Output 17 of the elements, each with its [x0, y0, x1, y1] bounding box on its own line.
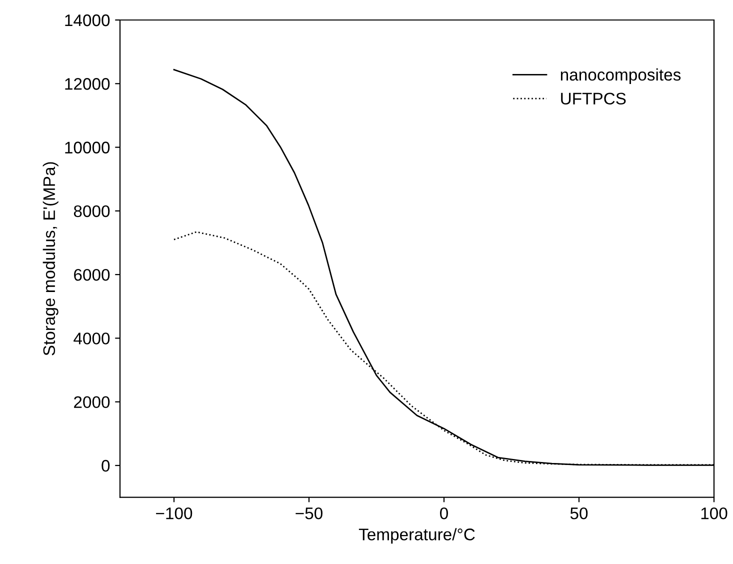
x-tick-label: 100	[701, 507, 728, 520]
y-tick-label: 4000	[74, 332, 110, 344]
y-axis-title: Storage modulus, E'(MPa)	[42, 162, 58, 356]
y-tick-label: 0	[102, 460, 110, 472]
x-tick-label: 0	[440, 507, 448, 520]
x-tick-label: −100	[156, 507, 192, 520]
x-axis-title: Temperature/°C	[358, 528, 475, 544]
legend-label: UFTPCS	[561, 92, 626, 105]
y-tick-label: 10000	[65, 142, 110, 154]
x-tick-label: 50	[570, 507, 588, 520]
y-tick-label: 8000	[74, 205, 110, 218]
y-tick-label: 12000	[65, 78, 110, 90]
legend-label: nanocomposites	[560, 68, 681, 84]
x-tick-label: −50	[296, 507, 322, 520]
y-tick-label: 6000	[74, 268, 110, 281]
y-tick-label: 2000	[74, 396, 110, 408]
y-tick-label: 14000	[65, 14, 110, 26]
